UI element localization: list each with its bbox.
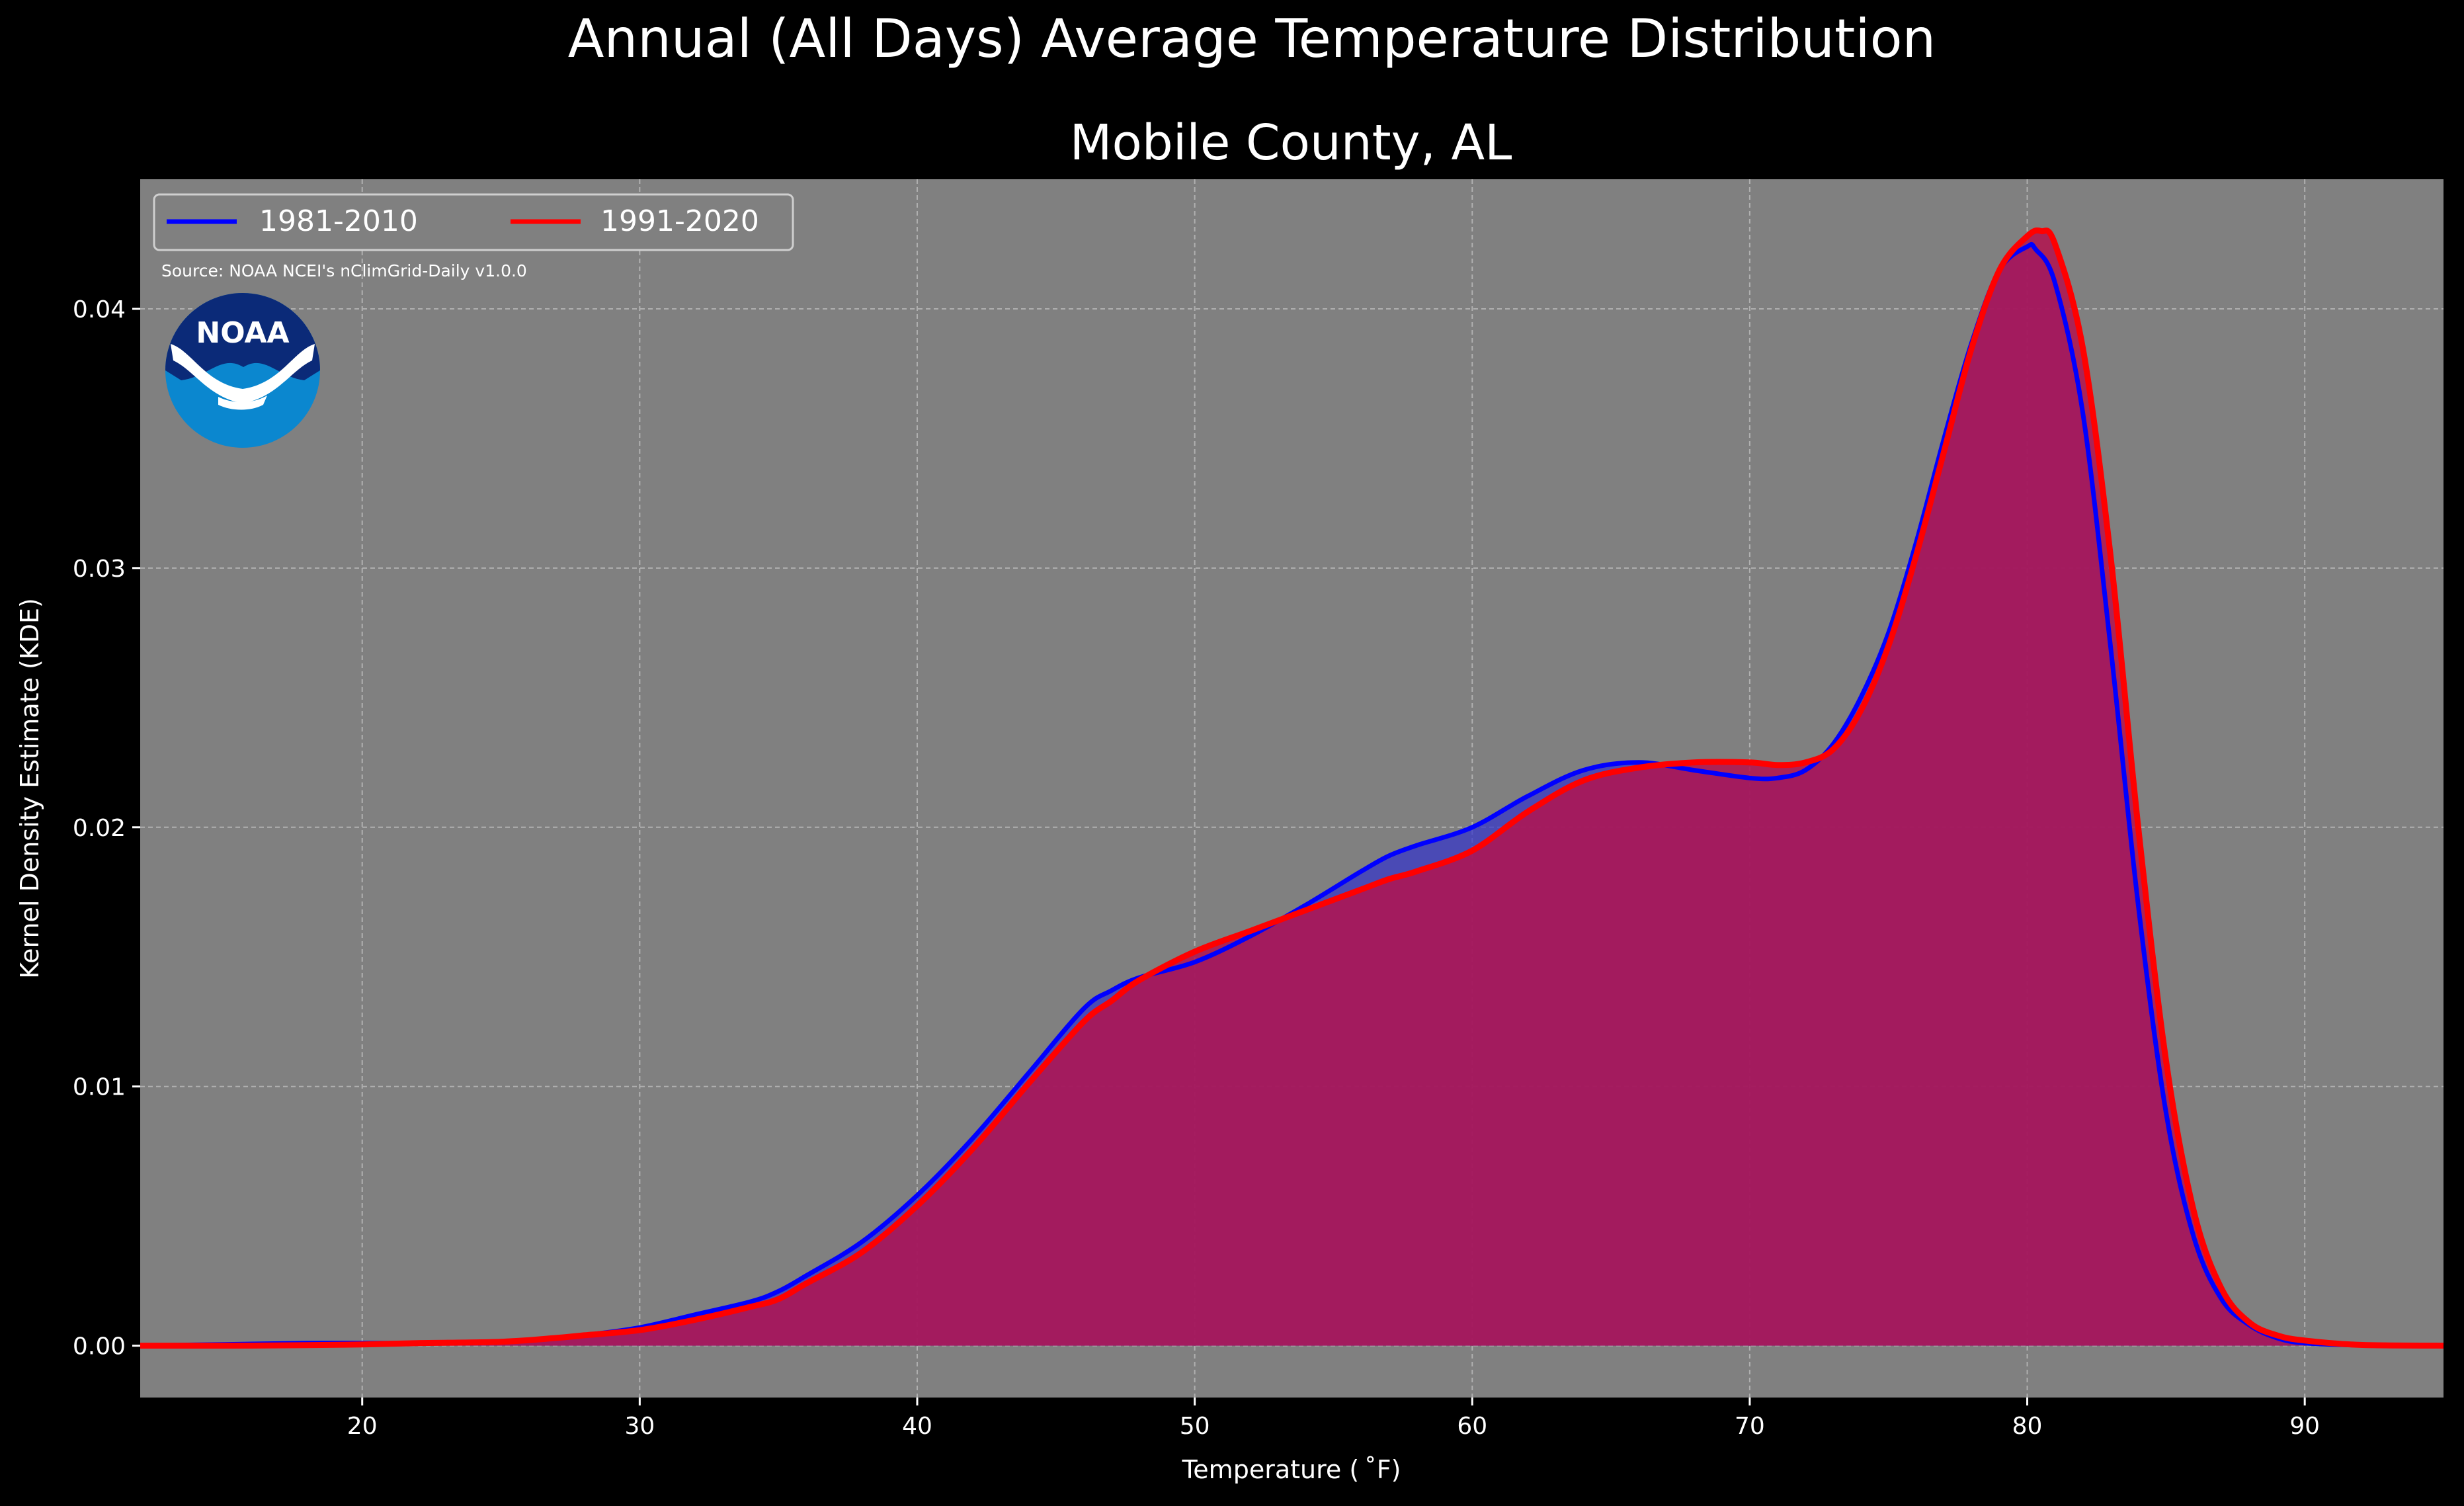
series-line-1991-2020 — [140, 227, 2444, 1349]
legend-box — [153, 193, 794, 251]
y-axis-label: Kernel Density Estimate (KDE) — [15, 598, 44, 979]
series-fill-1991-2020 — [140, 230, 2443, 1346]
y-tick-label: 0.01 — [73, 1074, 126, 1101]
x-tick-label: 40 — [902, 1413, 932, 1440]
y-tick-label: 0.03 — [73, 556, 126, 583]
x-tick-label: 30 — [624, 1413, 655, 1440]
series-line-1981-2010 — [140, 241, 2444, 1349]
y-tick-label: 0.00 — [73, 1333, 126, 1360]
noaa-logo: NOAA — [165, 293, 320, 448]
noaa-logo-text: NOAA — [196, 316, 289, 350]
legend-label-1991-2020: 1991-2020 — [600, 204, 759, 238]
source-note: Source: NOAA NCEI's nClimGrid-Daily v1.0… — [161, 261, 527, 280]
x-axis-label: Temperature ( ˚F) — [1182, 1455, 1401, 1484]
x-tick-label: 20 — [347, 1413, 378, 1440]
legend-label-1981-2010: 1981-2010 — [259, 204, 418, 238]
series-layer — [140, 227, 2444, 1349]
y-tick-label: 0.02 — [73, 815, 126, 842]
x-tick-label: 60 — [1457, 1413, 1487, 1440]
axes: 20 30 40 50 60 70 80 90 0.00 0.01 0.02 0.03 0.04 — [73, 296, 2320, 1440]
x-tick-label: 50 — [1180, 1413, 1210, 1440]
x-tick-label: 90 — [2289, 1413, 2320, 1440]
legend: 1981-2010 1991-2020 — [153, 193, 794, 251]
chart-title: Mobile County, AL — [1070, 114, 1512, 171]
y-tick-label: 0.04 — [73, 296, 126, 323]
chart-suptitle: Annual (All Days) Average Temperature Di… — [568, 8, 1936, 69]
x-tick-label: 80 — [2012, 1413, 2043, 1440]
x-tick-label: 70 — [1735, 1413, 1765, 1440]
